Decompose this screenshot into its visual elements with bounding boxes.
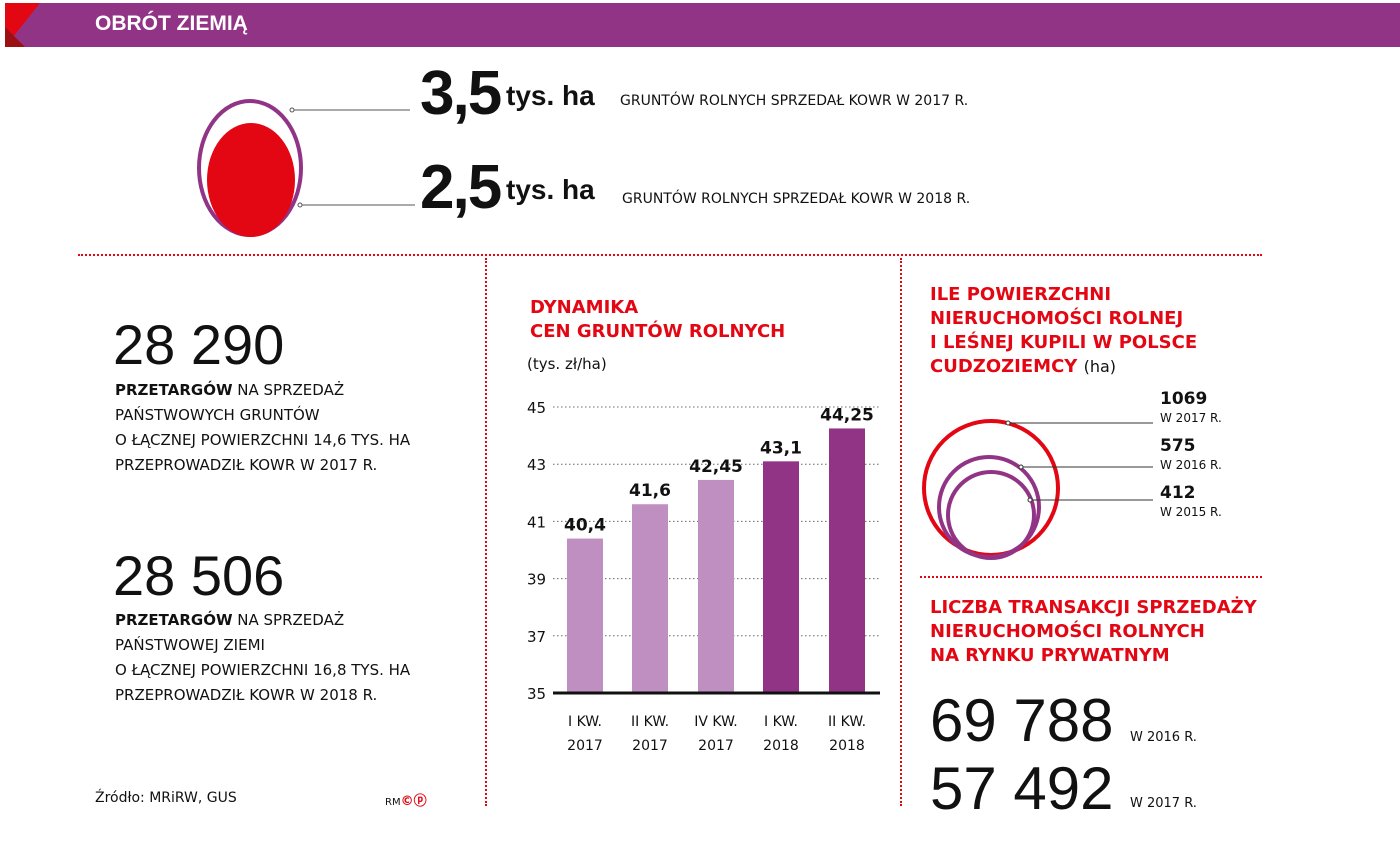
source-note: Źródło: MRiRW, GUS	[95, 790, 237, 806]
bar	[632, 504, 668, 693]
stat-caption: GRUNTÓW ROLNYCH SPRZEDAŁ KOWR W 2018 R.	[622, 191, 971, 207]
data-label: 41,6	[629, 481, 671, 501]
stat-value: 3,5	[420, 59, 502, 128]
x-tick-label: 2017	[698, 738, 734, 754]
x-tick-label: II KW.	[631, 714, 669, 730]
bar	[829, 428, 865, 693]
foreigners-year: W 2016 R.	[1160, 458, 1222, 472]
y-tick-label: 45	[527, 399, 546, 417]
chart-title: DYNAMIKA CEN GRUNTÓW ROLNYCH	[530, 297, 786, 342]
y-axis-label: (tys. zł/ha)	[527, 355, 607, 373]
bar	[698, 479, 734, 693]
circle-2018	[207, 123, 295, 237]
x-tick-label: I KW.	[568, 714, 602, 730]
y-tick-label: 43	[527, 456, 546, 474]
bar-chart: 35 37 39 41 43 45 40,4 I KW. 2017 41,6 II KW. 2017 4…	[527, 399, 880, 754]
foreigners-value: 412	[1160, 483, 1196, 503]
y-tick-label: 41	[527, 513, 546, 531]
transactions-year: W 2017 R.	[1130, 796, 1197, 811]
data-label: 40,4	[564, 516, 606, 536]
x-tick-label: I KW.	[764, 714, 798, 730]
logo: RM©ⓟ	[385, 794, 427, 809]
foreigners-title: ILE POWIERZCHNI NIERUCHOMOŚCI ROLNEJ I LEŚ…	[930, 284, 1198, 377]
foreigners-year: W 2015 R.	[1160, 505, 1222, 519]
circle-2015	[946, 470, 1036, 560]
tender-count: 28 290	[113, 313, 285, 376]
tender-description: PRZETARGÓW NA SPRZEDAŻ PAŃSTWOWYCH GRUNT…	[115, 381, 411, 474]
x-tick-label: II KW.	[828, 714, 866, 730]
transactions-value: 69 788	[930, 687, 1114, 754]
x-tick-label: 2018	[763, 738, 799, 754]
divider	[920, 576, 1262, 578]
data-label: 43,1	[760, 438, 802, 458]
tender-description: PRZETARGÓW NA SPRZEDAŻ PAŃSTWOWEJ ZIEMI O…	[115, 611, 411, 704]
page-title: OBRÓT ZIEMIĄ	[95, 12, 248, 35]
divider	[78, 254, 1262, 256]
header-bar	[5, 3, 1400, 47]
transactions-title: LICZBA TRANSAKCJI SPRZEDAŻY NIERUCHOMOŚCI…	[930, 597, 1257, 666]
foreigners-year: W 2017 R.	[1160, 411, 1222, 425]
transactions-year: W 2016 R.	[1130, 730, 1197, 745]
data-label: 42,45	[689, 457, 743, 477]
x-tick-label: 2017	[632, 738, 668, 754]
divider	[485, 258, 487, 806]
data-label: 44,25	[820, 405, 874, 425]
bar	[763, 461, 799, 693]
tender-count: 28 506	[113, 544, 285, 607]
stat-caption: GRUNTÓW ROLNYCH SPRZEDAŁ KOWR W 2017 R.	[620, 93, 969, 109]
y-tick-label: 35	[527, 685, 546, 703]
x-tick-label: 2017	[567, 738, 603, 754]
bar	[567, 538, 603, 693]
y-tick-label: 39	[527, 571, 546, 589]
foreigners-circles	[922, 419, 1153, 560]
stat-value: 2,5	[420, 153, 502, 222]
x-tick-label: IV KW.	[694, 714, 738, 730]
y-tick-label: 37	[527, 628, 546, 646]
transactions-value: 57 492	[930, 755, 1114, 822]
stat-unit: tys. ha	[506, 80, 595, 111]
foreigners-value: 1069	[1160, 389, 1208, 409]
divider	[900, 258, 902, 806]
x-tick-label: 2018	[829, 738, 865, 754]
stat-unit: tys. ha	[506, 174, 595, 205]
foreigners-value: 575	[1160, 436, 1196, 456]
